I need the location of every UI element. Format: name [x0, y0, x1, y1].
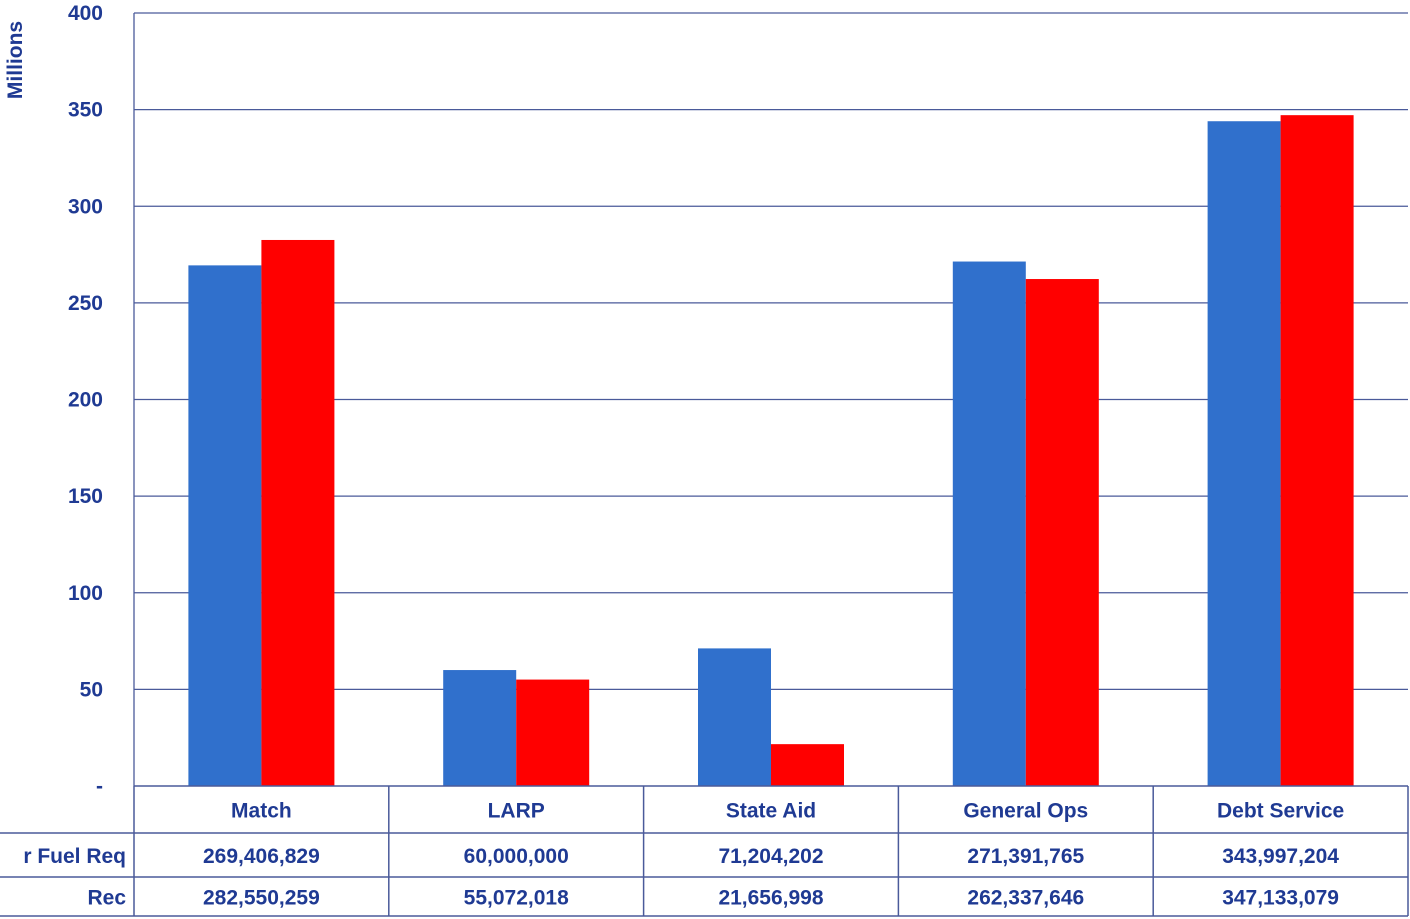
y-tick-label: 50 — [80, 678, 103, 701]
y-tick-label: - — [96, 775, 103, 798]
category-label: LARP — [488, 800, 545, 823]
y-tick-label: 400 — [68, 2, 103, 25]
y-tick-label: 350 — [68, 99, 103, 122]
category-label: General Ops — [963, 800, 1088, 823]
data-label: 262,337,646 — [967, 887, 1084, 910]
data-label: 55,072,018 — [464, 887, 569, 910]
y-axis-label: Millions — [4, 21, 27, 99]
bar-series2 — [1280, 115, 1354, 786]
bar-series1 — [443, 670, 517, 786]
bar-series2 — [1025, 279, 1099, 786]
bar-series1 — [698, 648, 771, 786]
series-name: r Fuel Req — [23, 845, 126, 868]
bar-series2 — [261, 239, 335, 786]
bar-series1 — [1207, 121, 1281, 786]
bar-series2 — [516, 679, 590, 786]
data-label: 71,204,202 — [718, 845, 823, 868]
data-label: 347,133,079 — [1222, 887, 1339, 910]
y-tick-label: 300 — [68, 195, 103, 218]
data-label: 60,000,000 — [464, 845, 569, 868]
y-tick-label: 150 — [68, 485, 103, 508]
data-label: 269,406,829 — [203, 845, 320, 868]
data-label: 21,656,998 — [718, 887, 823, 910]
category-label: Match — [231, 800, 292, 823]
data-label: 343,997,204 — [1222, 845, 1339, 868]
y-tick-label: 200 — [68, 389, 103, 412]
category-label: State Aid — [726, 800, 816, 823]
data-label: 271,391,765 — [967, 845, 1084, 868]
series-name: Rec — [87, 887, 126, 910]
bar-series2 — [771, 744, 844, 786]
bar-series1 — [952, 261, 1026, 786]
gridlines — [133, 12, 1408, 786]
data-table: Match LARP State Aid General Ops Debt Servic… — [0, 785, 1409, 917]
data-label: 282,550,259 — [203, 887, 320, 910]
y-axis-ticks: - 50 100 150 200 250 300 350 400 — [68, 2, 103, 798]
bars — [188, 115, 1354, 786]
y-tick-label: 250 — [68, 292, 103, 315]
category-label: Debt Service — [1217, 800, 1344, 823]
y-tick-label: 100 — [68, 582, 103, 605]
bar-series1 — [188, 265, 262, 786]
